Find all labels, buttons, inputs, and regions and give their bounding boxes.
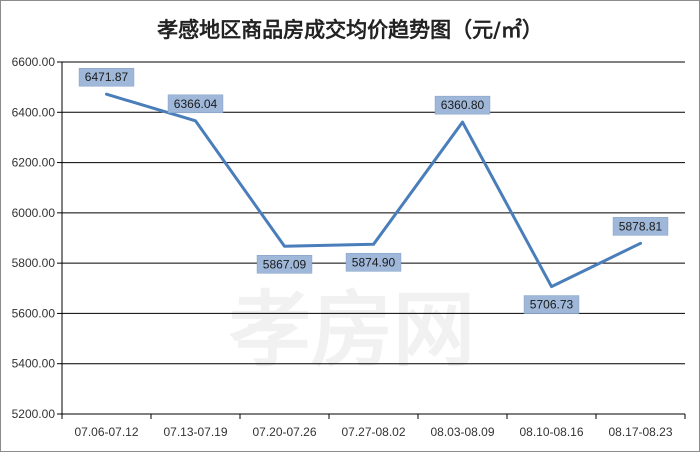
series-line xyxy=(105,92,642,289)
data-label-text: 6360.80 xyxy=(441,98,485,112)
data-label-box xyxy=(345,253,402,272)
chart-title: 孝感地区商品房成交均价趋势图（元/㎡） xyxy=(157,18,543,42)
data-label-box xyxy=(434,95,491,115)
data-label-box xyxy=(78,67,135,87)
data-label-text: 6366.04 xyxy=(174,97,218,111)
x-tick-label: 08.10-08.16 xyxy=(519,425,583,439)
data-label: 5878.81 xyxy=(612,217,669,236)
data-label-text: 5867.09 xyxy=(263,257,307,271)
y-axis: 5200.00 5400.00 5600.00 5800.00 6000.00 6200.… xyxy=(12,55,63,421)
data-labels: 6471.87 6366.04 5867.09 5874.90 6360.80 5706.… xyxy=(78,67,669,314)
x-tick-label: 08.17-08.23 xyxy=(608,425,672,439)
data-label: 5874.90 xyxy=(345,253,402,272)
y-tick-label: 5200.00 xyxy=(12,407,56,421)
data-label-box xyxy=(256,255,313,274)
y-tick-label: 5800.00 xyxy=(12,256,56,270)
data-label-text: 5874.90 xyxy=(352,255,396,269)
watermark: 孝房网 xyxy=(229,283,475,378)
data-label-text: 5878.81 xyxy=(619,219,663,233)
y-tick-label: 6000.00 xyxy=(12,206,56,220)
y-tick-label: 6200.00 xyxy=(12,156,56,170)
x-tick-label: 07.06-07.12 xyxy=(74,425,138,439)
x-tick-label: 07.13-07.19 xyxy=(163,425,227,439)
data-label-box xyxy=(612,217,669,236)
x-tick-label: 07.27-08.02 xyxy=(341,425,405,439)
series-polyline xyxy=(105,92,642,289)
x-axis: 07.06-07.12 07.13-07.19 07.20-07.26 07.27-0… xyxy=(61,414,686,439)
data-label: 5706.73 xyxy=(523,295,580,314)
data-label: 6360.80 xyxy=(434,95,491,115)
y-tick-label: 5600.00 xyxy=(12,306,56,320)
x-tick-label: 07.20-07.26 xyxy=(252,425,316,439)
data-label: 5867.09 xyxy=(256,255,313,274)
x-tick-label: 08.03-08.09 xyxy=(430,425,494,439)
y-tick-label: 6600.00 xyxy=(12,55,56,69)
data-label: 6471.87 xyxy=(78,67,135,87)
data-label-text: 6471.87 xyxy=(85,70,129,84)
y-tick-label: 5400.00 xyxy=(12,357,56,371)
data-label-box xyxy=(167,94,224,114)
data-label-box xyxy=(523,295,580,314)
data-label-text: 5706.73 xyxy=(530,298,574,312)
y-tick-label: 6400.00 xyxy=(12,105,56,119)
data-label: 6366.04 xyxy=(167,94,224,114)
